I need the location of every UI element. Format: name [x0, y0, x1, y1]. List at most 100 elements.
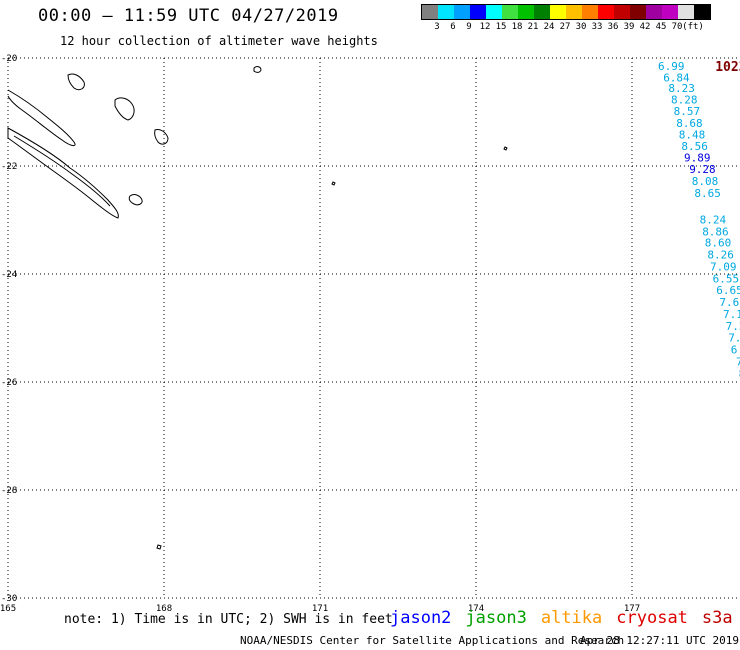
legend-tick-label: 9	[466, 22, 472, 32]
legend-tick-label: 21	[527, 22, 539, 32]
wave-height-value: 8.48	[679, 129, 706, 142]
map-grid	[7, 57, 740, 599]
lon-tick-label: 174	[468, 604, 484, 614]
wave-height-value: 7.68	[719, 296, 740, 309]
page-title: 00:00 – 11:59 UTC 04/27/2019	[38, 6, 339, 26]
lat-tick-label: -24	[1, 270, 17, 280]
legend-swatch	[422, 5, 438, 19]
wave-height-value: 8.86	[702, 225, 729, 238]
legend-swatch	[646, 5, 662, 19]
lon-tick-label: 177	[624, 604, 640, 614]
axis-tick-labels: 165 168 171 174 177 -20 -22 -24 -26 -28 -30	[0, 54, 640, 614]
legend-swatch	[630, 5, 646, 19]
satellite-label-altika: altika	[540, 608, 603, 628]
wave-height-value: 8.65	[694, 187, 721, 200]
coastline-walpole-island	[253, 66, 262, 73]
wave-height-value: 8.2	[739, 367, 740, 380]
pressure-labels: 1023102	[715, 60, 740, 75]
footer-timestamp: Apr 28 12:27:11 UTC 2019	[580, 634, 739, 647]
wave-height-value: 7.26	[726, 320, 740, 333]
satellite-label-jason3: jason3	[465, 608, 527, 628]
legend-tick-label: 15	[495, 22, 507, 32]
wave-height-value: 8.28	[671, 94, 698, 107]
wave-height-value: 7.1	[736, 355, 740, 368]
wave-height-value: 8.60	[705, 237, 732, 250]
coastline-north-reef	[7, 89, 76, 147]
coastline-loyalty-lifou	[114, 97, 135, 121]
legend-tick-label: 45	[655, 22, 667, 32]
coastline-new-caledonia-outer	[7, 127, 119, 219]
coastline-matthew-island	[503, 146, 508, 151]
lat-tick-label: -28	[1, 486, 17, 496]
legend-swatch	[678, 5, 694, 19]
legend-tick-label: 18	[511, 22, 523, 32]
color-legend: 3 6 9 12 15 18 21 24 27 30 33 36 39 42 45 70 (ft)	[421, 4, 711, 34]
legend-swatch	[486, 5, 502, 19]
legend-tick-label: 36	[607, 22, 619, 32]
legend-tick-label: 33	[591, 22, 603, 32]
legend-tick-label: 24	[543, 22, 555, 32]
altimeter-track: 6.996.848.238.288.578.688.488.569.899.28…	[658, 60, 740, 380]
legend-tick-label: (ft)	[682, 22, 704, 32]
wave-height-value: 8.08	[692, 175, 719, 188]
footer-note: note: 1) Time is in UTC; 2) SWH is in fe…	[64, 612, 393, 627]
legend-swatch	[550, 5, 566, 19]
lat-tick-label: -30	[1, 594, 17, 604]
legend-swatch	[566, 5, 582, 19]
coastline	[7, 66, 508, 550]
legend-swatch	[662, 5, 678, 19]
lat-tick-label: -22	[1, 162, 17, 172]
satellite-label-s3a: s3a	[701, 608, 733, 628]
coastline-loyalty-ouvea	[67, 73, 85, 91]
lon-tick-label: 168	[156, 604, 172, 614]
legend-tick-label: 70	[671, 22, 683, 32]
footer-credit: NOAA/NESDIS Center for Satellite Applica…	[240, 634, 625, 647]
legend-swatch	[470, 5, 486, 19]
legend-tick-label: 6	[450, 22, 456, 32]
legend-tick-label: 3	[434, 22, 440, 32]
coastline-norfolk-island	[156, 544, 162, 550]
lon-tick-label: 171	[312, 604, 328, 614]
legend-swatch	[534, 5, 550, 19]
legend-tick-label: 39	[623, 22, 635, 32]
wave-height-value: 6.90	[731, 344, 740, 357]
wave-height-value: 8.56	[681, 140, 708, 153]
wave-height-value: 9.28	[689, 163, 716, 176]
coastline-new-caledonia-inner	[13, 135, 111, 207]
legend-color-bar	[421, 4, 711, 20]
legend-tick-label: 27	[559, 22, 571, 32]
lon-tick-label: 165	[0, 604, 16, 614]
wave-height-value: 7.09	[710, 260, 737, 273]
legend-swatch	[502, 5, 518, 19]
wave-height-value: 6.55	[713, 272, 740, 285]
lat-tick-label: -20	[1, 54, 17, 64]
wave-height-value: 8.24	[700, 213, 727, 226]
satellite-label-cryosat: cryosat	[616, 608, 688, 628]
wave-height-value: 7.41	[728, 332, 740, 345]
legend-tick-label: 30	[575, 22, 587, 32]
wave-height-value: 8.26	[707, 249, 734, 262]
wave-height-value: 8.57	[674, 105, 701, 118]
coastline-isle-of-pines	[128, 194, 143, 206]
legend-swatch	[694, 5, 710, 19]
wave-height-value: 9.89	[684, 151, 711, 164]
legend-swatch	[518, 5, 534, 19]
wave-height-value: 6.84	[663, 71, 690, 84]
wave-height-value: 6.99	[658, 60, 685, 73]
legend-swatch	[582, 5, 598, 19]
wave-height-value: 8.68	[676, 117, 703, 130]
legend-swatch	[438, 5, 454, 19]
satellite-legend: jason2 jason3 altika cryosat s3a	[390, 608, 740, 628]
satellite-label-jason2: jason2	[390, 608, 452, 628]
wave-height-value: 8.23	[668, 82, 695, 95]
page-subtitle: 12 hour collection of altimeter wave hei…	[60, 34, 378, 48]
legend-tick-label: 12	[479, 22, 491, 32]
legend-tick-labels: 3 6 9 12 15 18 21 24 27 30 33 36 39 42 45 70 (ft)	[421, 20, 711, 34]
pressure-label: 1023	[715, 60, 740, 75]
legend-tick-label: 42	[639, 22, 651, 32]
legend-swatch	[598, 5, 614, 19]
legend-swatch	[454, 5, 470, 19]
legend-swatch	[614, 5, 630, 19]
wave-height-value: 6.65	[716, 284, 740, 297]
